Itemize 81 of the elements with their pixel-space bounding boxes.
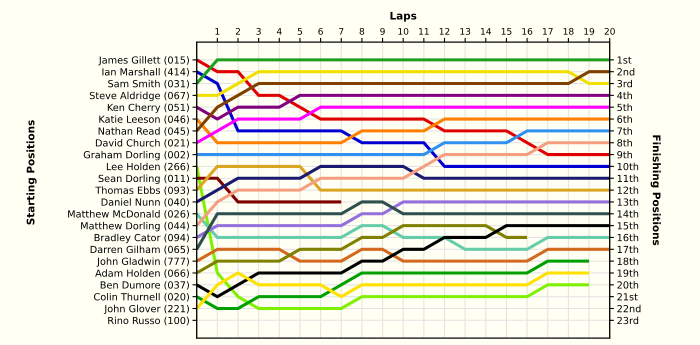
y-tick-label: 8th: [617, 139, 632, 147]
y-tick-label: 15th: [618, 222, 638, 230]
y-tick-label: 22nd: [617, 304, 640, 312]
category-label: Ben Dumore (037): [100, 281, 189, 290]
category-label: John Gladwin (777): [96, 257, 189, 267]
x-tick-label: 2: [236, 28, 240, 35]
category-label: John Glover (221): [104, 304, 189, 314]
x-tick-label: 12: [440, 28, 450, 35]
x-tick-label: 15: [502, 28, 512, 35]
category-label: Matthew Dorling (044): [81, 222, 189, 232]
line-series: [196, 224, 529, 275]
x-tick-label: 11: [419, 28, 429, 35]
category-label: Bradley Cator (094): [94, 234, 189, 244]
category-label: James Gillett (015): [98, 56, 189, 66]
category-label: Colin Thurnell (020): [94, 292, 189, 302]
x-tick-label: 1: [215, 28, 220, 35]
y-tick-label: 5th: [617, 104, 632, 112]
line-series: [196, 70, 610, 168]
category-label: Nathan Read (045): [98, 127, 189, 136]
x-tick-label: 9: [380, 28, 385, 35]
y-tick-label: 14th: [618, 210, 638, 218]
y-axis-title: Finishing Positions: [650, 135, 661, 246]
category-label: Ken Cherry (051): [108, 104, 189, 113]
y-tick-label: 3rd: [617, 80, 632, 88]
line-series: [196, 200, 610, 239]
category-label: Adam Holden (066): [95, 269, 189, 278]
category-label: Sam Smith (031): [108, 80, 189, 89]
x-tick-label: 14: [481, 28, 492, 35]
y-tick-label: 21st: [617, 293, 638, 300]
line-series: [196, 58, 610, 156]
category-label: Katie Leeson (046): [99, 115, 189, 124]
y-tick-label: 4th: [617, 92, 632, 100]
line-series: [196, 70, 610, 132]
x-tick-label: 8: [360, 28, 364, 35]
category-label: Ian Marshall (414): [102, 68, 189, 77]
y-tick-label: 9th: [617, 150, 632, 158]
category-label: Darren Gilham (065): [90, 246, 189, 254]
x-tick-label: 7: [339, 28, 344, 35]
y-tick-label: 23rd: [617, 316, 638, 324]
x-tick-label: 6: [318, 28, 323, 35]
category-label: Steve Aldridge (067): [90, 92, 189, 102]
y-tick-label: 11th: [618, 174, 638, 182]
line-series: [196, 141, 610, 228]
x-axis-title: Laps: [390, 12, 416, 22]
category-label: David Church (021): [96, 139, 189, 148]
category-label: Thomas Ebbs (093): [95, 186, 189, 196]
x-tick-label: 13: [460, 28, 470, 35]
line-series: [196, 260, 591, 310]
x-tick-label: 10: [398, 28, 408, 35]
y-tick-label: 19th: [618, 269, 638, 277]
line-series: [196, 164, 610, 204]
category-label: Lee Holden (266): [106, 162, 189, 172]
x-tick-label: 5: [298, 28, 302, 35]
y-tick-label: 12th: [618, 186, 638, 194]
y-tick-label: 16th: [618, 234, 638, 242]
y-tick-label: 20th: [617, 281, 638, 289]
y-tick-label: 18th: [618, 257, 638, 265]
y-tick-label: 2nd: [617, 68, 634, 76]
category-label: Graham Dorling (002): [84, 150, 189, 160]
line-series: [196, 164, 591, 310]
x-tick-label: 18: [564, 28, 574, 35]
x-tick-label: 4: [276, 28, 282, 35]
x-tick-label: 3: [256, 28, 261, 35]
line-series: [196, 212, 610, 251]
y-tick-label: 13th: [618, 198, 638, 206]
x-tick-label: 19: [584, 28, 594, 35]
category-label: Daniel Nunn (040): [102, 198, 189, 207]
text: Starting Positions: [26, 120, 37, 225]
category-label: Matthew McDonald (026): [68, 210, 189, 219]
line-series: [196, 106, 610, 144]
line-series: [196, 271, 591, 310]
category-label: Sean Dorling (011): [98, 174, 189, 184]
y-tick-label: 17th: [618, 246, 638, 253]
x-tick-label: 20: [604, 28, 615, 35]
y-tick-label: 10th: [618, 162, 638, 170]
x-tick-label: 17: [543, 28, 553, 35]
y-tick-label: 7th: [617, 127, 632, 135]
y-tick-label: 1st: [618, 56, 632, 64]
category-label: Rino Russo (100): [108, 316, 189, 326]
x-tick-label: 16: [522, 28, 532, 35]
y-tick-label: 6th: [617, 115, 632, 123]
